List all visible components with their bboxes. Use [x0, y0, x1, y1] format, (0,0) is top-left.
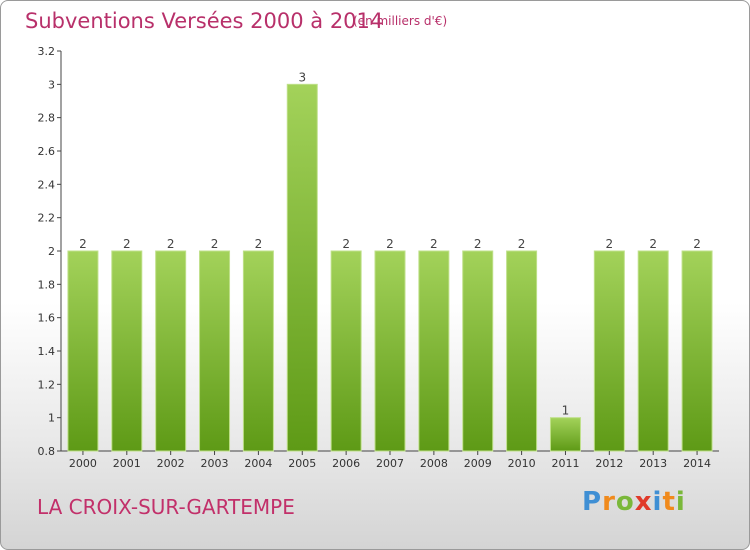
y-tick-label: 3	[48, 78, 55, 91]
y-tick-label: 1.8	[38, 278, 56, 291]
logo-letter: P	[582, 487, 603, 517]
bar-2000	[67, 250, 99, 452]
proxiti-logo: Proxiti	[582, 487, 686, 517]
data-label: 2	[167, 237, 175, 251]
bar-2013	[637, 250, 669, 452]
x-tick-label: 2000	[69, 457, 97, 470]
logo-letter: i	[675, 487, 686, 517]
data-label: 2	[649, 237, 657, 251]
chart-subtitle: (en milliers d'€)	[353, 14, 448, 28]
x-tick-label: 2006	[332, 457, 360, 470]
data-label: 2	[79, 237, 87, 251]
data-label: 2	[211, 237, 219, 251]
data-label: 2	[430, 237, 438, 251]
y-tick-label: 2.2	[38, 212, 56, 225]
data-label: 2	[386, 237, 394, 251]
data-label: 2	[606, 237, 614, 251]
x-tick-label: 2012	[595, 457, 623, 470]
y-tick-label: 1	[48, 412, 55, 425]
bar-2005	[286, 83, 318, 452]
bar-2006	[330, 250, 362, 452]
bar-2009	[462, 250, 494, 452]
x-tick-label: 2010	[508, 457, 536, 470]
y-tick-label: 1.6	[38, 312, 56, 325]
commune-name: LA CROIX-SUR-GARTEMPE	[37, 495, 295, 519]
data-label: 2	[123, 237, 131, 251]
x-tick-label: 2001	[113, 457, 141, 470]
x-tick-label: 2011	[551, 457, 579, 470]
chart-title: Subventions Versées 2000 à 2014	[25, 9, 384, 33]
bar-2008	[418, 250, 450, 452]
y-tick-label: 1.2	[38, 378, 56, 391]
logo-letter: o	[615, 487, 635, 517]
logo-letter: x	[634, 487, 653, 517]
bar-2014	[681, 250, 713, 452]
logo-letter: t	[662, 487, 676, 517]
x-tick-label: 2009	[464, 457, 492, 470]
y-tick-label: 1.4	[38, 345, 56, 358]
bar-2002	[155, 250, 187, 452]
x-tick-label: 2004	[244, 457, 272, 470]
x-tick-label: 2002	[157, 457, 185, 470]
y-tick-label: 3.2	[38, 45, 56, 58]
bar-2011	[549, 417, 581, 452]
y-tick-label: 2.6	[38, 145, 56, 158]
x-tick-label: 2007	[376, 457, 404, 470]
data-label: 2	[342, 237, 350, 251]
data-label: 2	[255, 237, 263, 251]
x-tick-label: 2008	[420, 457, 448, 470]
logo-letter: r	[602, 487, 616, 517]
x-tick-label: 2014	[683, 457, 711, 470]
data-label: 3	[298, 70, 306, 84]
bar-2012	[593, 250, 625, 452]
bar-2001	[111, 250, 143, 452]
data-label: 2	[693, 237, 701, 251]
x-tick-label: 2013	[639, 457, 667, 470]
x-tick-label: 2003	[201, 457, 229, 470]
bar-2010	[506, 250, 538, 452]
bar-2003	[199, 250, 231, 452]
bar-2004	[242, 250, 274, 452]
data-label: 2	[474, 237, 482, 251]
y-tick-label: 2.4	[38, 178, 56, 191]
y-tick-label: 2	[48, 245, 55, 258]
y-tick-label: 0.8	[38, 445, 56, 458]
x-tick-label: 2005	[288, 457, 316, 470]
logo-letter: i	[652, 487, 663, 517]
bar-2007	[374, 250, 406, 452]
data-label: 2	[518, 237, 526, 251]
data-label: 1	[562, 404, 570, 418]
y-tick-label: 2.8	[38, 112, 56, 125]
